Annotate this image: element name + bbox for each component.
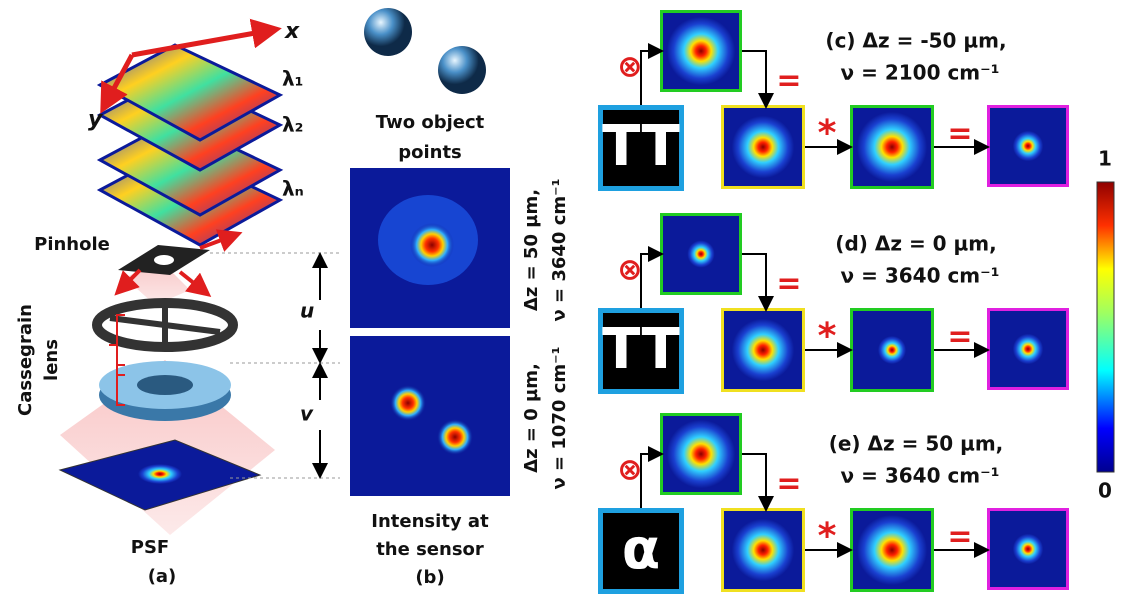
arrow — [742, 51, 766, 105]
row-title: ν = 3640 cm⁻¹ — [841, 264, 1000, 288]
label: the sensor — [376, 539, 484, 560]
operator: ⊗ — [617, 50, 642, 85]
row-title: ν = 3640 cm⁻¹ — [841, 464, 1000, 488]
row: TT⊗=*=(d) Δz = 0 µm,ν = 3640 cm⁻¹ — [598, 213, 1069, 394]
label: points — [398, 142, 462, 163]
arrow — [742, 254, 766, 308]
sensor-image — [350, 336, 510, 496]
object-point — [438, 46, 486, 94]
lens-label: Cassegrain — [15, 304, 36, 416]
heatmap-spot — [732, 116, 794, 178]
pinhole-label: Pinhole — [34, 234, 110, 255]
heatmap-spot — [1013, 334, 1043, 364]
colorbar: 1 0 — [1097, 147, 1114, 503]
colorbar-max: 1 — [1098, 147, 1112, 171]
sensor-spot — [410, 223, 454, 267]
heatmap-spot — [667, 17, 735, 85]
row: α⊗=*=(e) Δz = 50 µm,ν = 3640 cm⁻¹ — [598, 413, 1069, 594]
side-label: ν = 3640 cm⁻¹ — [549, 178, 570, 321]
row-title: (e) Δz = 50 µm, — [829, 432, 1004, 456]
label: Two object — [376, 112, 485, 133]
operator: = — [776, 64, 801, 99]
heatmap-spot — [1013, 131, 1043, 161]
heatmap-spot — [857, 112, 927, 182]
object-point — [364, 8, 412, 56]
x-label: x — [284, 19, 300, 44]
u-label: u — [300, 299, 314, 323]
row-title: (d) Δz = 0 µm, — [835, 232, 996, 256]
colorbar-min: 0 — [1098, 479, 1112, 503]
operator: ⊗ — [617, 253, 642, 288]
heatmap-spot — [687, 240, 714, 267]
sensor-spot — [390, 385, 426, 421]
caption: (a) — [148, 566, 177, 587]
layer-label: λ₂ — [282, 113, 303, 137]
caption: (b) — [415, 567, 444, 588]
side-label: ν = 1070 cm⁻¹ — [549, 346, 570, 489]
arrow — [742, 454, 766, 508]
figure: x y λ₁ λ₂ λₙ Pinhole Cassegrain lens u v… — [0, 0, 1123, 604]
v-label: v — [300, 402, 314, 426]
side-label: Δz = 50 µm, — [521, 189, 542, 311]
lens-label: lens — [41, 339, 62, 381]
row-title: (c) Δz = -50 µm, — [825, 29, 1006, 53]
panel-a: x y λ₁ λ₂ λₙ Pinhole Cassegrain lens u v… — [15, 19, 340, 587]
operator: ⊗ — [617, 453, 642, 488]
operator: = — [776, 267, 801, 302]
heatmap-spot — [1013, 534, 1043, 564]
heatmap-spot — [667, 420, 735, 488]
heatmap-spot — [732, 519, 794, 581]
object-glyph: TT — [602, 114, 680, 179]
arrow — [641, 51, 660, 105]
pinhole-aperture — [154, 255, 174, 265]
psf-label: PSF — [131, 537, 169, 558]
heatmap-spot — [878, 336, 906, 364]
object-glyph: α — [622, 517, 660, 582]
arrow — [641, 454, 660, 508]
label: Intensity at — [371, 511, 489, 532]
layer-label: λ₁ — [282, 67, 303, 91]
y-label: y — [88, 107, 104, 132]
row: TT⊗=*=(c) Δz = -50 µm,ν = 2100 cm⁻¹ — [598, 10, 1069, 191]
lens-hole — [137, 375, 193, 395]
operator: = — [776, 467, 801, 502]
object-glyph: TT — [602, 317, 680, 382]
colorbar-scale — [1097, 182, 1114, 472]
psf-spot — [138, 464, 182, 484]
heatmap-spot — [857, 515, 927, 585]
row-title: ν = 2100 cm⁻¹ — [841, 61, 1000, 85]
layer-label: λₙ — [282, 177, 304, 201]
x-arrow — [132, 30, 272, 55]
arrow — [641, 254, 660, 308]
side-label: Δz = 0 µm, — [521, 363, 542, 473]
panel-b: Two object points Intensity at the senso… — [350, 8, 570, 588]
layer-stack — [100, 45, 280, 245]
sensor-spot — [437, 419, 473, 455]
heatmap-spot — [732, 319, 794, 381]
